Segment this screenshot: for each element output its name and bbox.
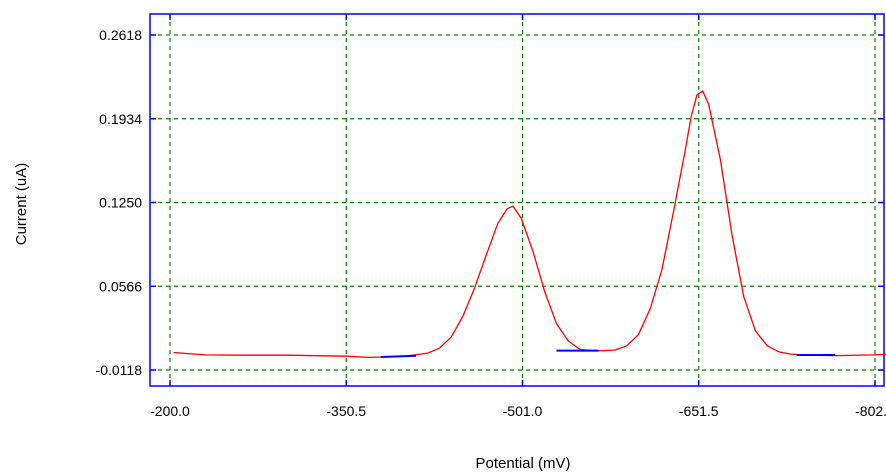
y-axis-title: Current (uA): [13, 163, 30, 246]
baseline-layer: [380, 349, 836, 359]
tick-layer: -200.0 -350.5 -501.0 -651.5 -802.0 -0.0118 0.0…: [96, 14, 886, 419]
x-tick-label: -501.0: [503, 403, 543, 419]
series-line: [173, 90, 886, 359]
y-tick-label: 0.1934: [99, 111, 142, 127]
plot-border: [149, 13, 885, 387]
grid-lines: [150, 14, 884, 386]
baseline-marker: [380, 354, 416, 359]
x-tick-label: -651.5: [679, 403, 719, 419]
x-axis-title: Potential (mV): [475, 455, 570, 472]
x-tick-label: -802.0: [855, 403, 886, 419]
y-tick-label: 0.2618: [99, 27, 142, 43]
y-tick-label: -0.0118: [96, 362, 143, 378]
x-tick-label: -200.0: [150, 403, 190, 419]
y-tick-label: 0.1250: [99, 195, 142, 211]
y-tick-label: 0.0566: [99, 278, 142, 294]
plot-frame: [149, 13, 885, 387]
x-tick-label: -350.5: [326, 403, 366, 419]
series-layer: [173, 90, 886, 359]
